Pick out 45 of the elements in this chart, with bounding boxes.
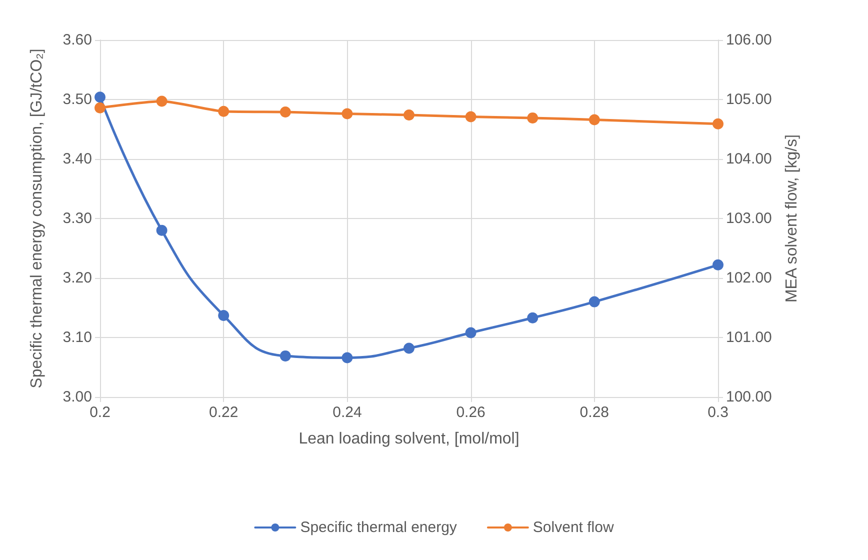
x-tick-label: 0.3 (708, 404, 728, 421)
y2-tick-label: 102.00 (726, 270, 772, 286)
y2-tick-label: 106.00 (726, 32, 772, 48)
point (712, 259, 724, 270)
x-tick-label: 0.28 (580, 404, 609, 421)
point (94, 102, 106, 114)
point (404, 342, 414, 354)
x-tick-label: 0.22 (209, 404, 238, 421)
y2-tick-label: 105.00 (726, 91, 772, 108)
y2-tick-label: 104.00 (726, 150, 772, 168)
point (465, 111, 476, 122)
point (218, 310, 230, 321)
point (527, 312, 538, 324)
x-tick-label: 0.24 (332, 404, 362, 421)
point (465, 327, 476, 338)
y-tick-label: 3.40 (62, 150, 92, 168)
point (404, 109, 414, 120)
x-tick-label: 0.26 (456, 404, 486, 421)
point (342, 352, 353, 364)
point (342, 108, 353, 120)
point (156, 224, 168, 236)
point (280, 350, 291, 362)
x-axis-title: Lean loading solvent, [mol/mol] (298, 430, 520, 448)
point (527, 112, 538, 124)
y-tick-label: 3.10 (62, 329, 92, 346)
point (588, 296, 600, 308)
point (218, 106, 230, 117)
y-tick-label: 3.60 (62, 32, 92, 48)
x-tick-label: 0.2 (90, 404, 110, 421)
y-axis-title: Specific thermal energy consumption, [GJ/tCO₂] (28, 48, 46, 388)
y-tick-label: 3.30 (62, 210, 92, 227)
point (280, 106, 291, 118)
y-tick-label: 3.20 (62, 270, 92, 286)
legend-label: Specific thermal energy (300, 519, 458, 536)
legend-label: Solvent flow (532, 519, 614, 536)
point (156, 96, 168, 107)
y2-tick-label: 100.00 (726, 388, 772, 406)
point (94, 92, 106, 103)
point (712, 118, 724, 130)
y2-axis-title: MEA solvent flow, [kg/s] (784, 134, 800, 303)
y2-tick-label: 103.00 (726, 210, 772, 227)
y2-tick-label: 101.00 (726, 329, 772, 346)
y-tick-label: 3.50 (62, 91, 92, 108)
y-tick-label: 3.00 (62, 388, 92, 406)
point (588, 114, 600, 126)
